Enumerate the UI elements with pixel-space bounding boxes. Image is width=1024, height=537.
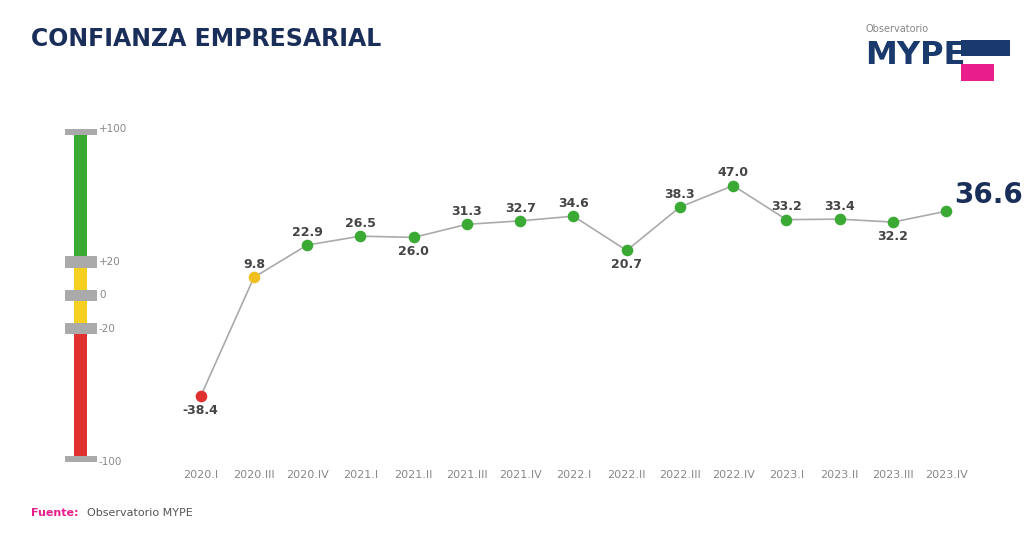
Bar <box>65 456 97 468</box>
Point <box>512 216 528 225</box>
Text: 32.7: 32.7 <box>505 202 536 215</box>
Point <box>352 232 369 241</box>
Text: Observatorio MYPE: Observatorio MYPE <box>87 507 193 518</box>
Bar <box>75 262 87 329</box>
Text: -38.4: -38.4 <box>182 404 219 417</box>
Bar <box>961 64 994 81</box>
Bar <box>75 329 87 462</box>
Point <box>831 215 848 223</box>
Bar <box>75 129 87 262</box>
Text: 33.2: 33.2 <box>771 200 802 214</box>
Bar <box>65 289 97 301</box>
Point <box>672 203 688 212</box>
Point <box>299 241 315 249</box>
Text: Fuente:: Fuente: <box>31 507 78 518</box>
Point <box>778 215 795 224</box>
Text: 34.6: 34.6 <box>558 197 589 210</box>
Text: 26.0: 26.0 <box>398 245 429 258</box>
Text: +20: +20 <box>99 257 121 267</box>
Text: 22.9: 22.9 <box>292 226 323 239</box>
Point <box>459 220 475 229</box>
Point <box>246 273 262 281</box>
Text: 38.3: 38.3 <box>665 188 695 201</box>
Point <box>565 212 582 221</box>
Point <box>885 218 901 227</box>
Text: 9.8: 9.8 <box>243 258 265 271</box>
Bar <box>961 40 1010 56</box>
Text: 20.7: 20.7 <box>611 258 642 271</box>
Bar <box>65 323 97 335</box>
Point <box>938 207 954 215</box>
Text: 26.5: 26.5 <box>345 217 376 230</box>
Text: MYPE: MYPE <box>865 40 966 71</box>
Text: -100: -100 <box>99 457 122 467</box>
Bar <box>65 123 97 135</box>
Text: 47.0: 47.0 <box>718 166 749 179</box>
Text: 32.2: 32.2 <box>878 229 908 243</box>
Text: 31.3: 31.3 <box>452 205 482 218</box>
Text: 33.4: 33.4 <box>824 200 855 213</box>
Point <box>406 233 422 242</box>
Text: +100: +100 <box>99 124 127 134</box>
Text: Observatorio: Observatorio <box>865 24 929 34</box>
Text: 36.6: 36.6 <box>954 181 1023 209</box>
Text: -20: -20 <box>99 324 116 333</box>
Point <box>193 392 209 401</box>
Bar <box>65 256 97 268</box>
Point <box>725 182 741 190</box>
Text: 0: 0 <box>99 291 105 300</box>
Point <box>618 246 635 255</box>
Text: CONFIANZA EMPRESARIAL: CONFIANZA EMPRESARIAL <box>31 27 381 51</box>
